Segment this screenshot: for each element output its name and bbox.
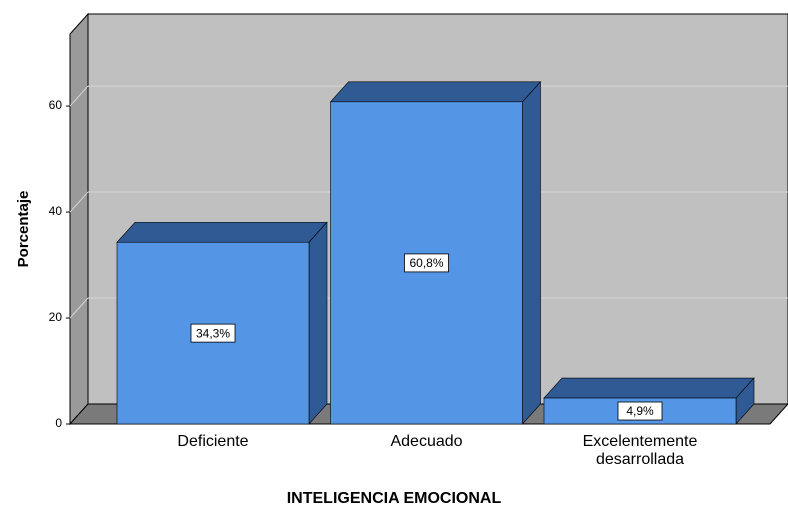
y-tick-label: 40 [49,204,63,218]
y-tick-label: 0 [55,416,62,430]
grid-line [69,297,89,319]
x-tick-label: Deficiente [177,433,249,450]
x-axis-title: INTELIGENCIA EMOCIONAL [286,490,502,507]
y-axis-title: Porcentaje [15,191,32,268]
bar-top [116,221,328,243]
bar-top [329,81,542,103]
y-tick-label: 20 [49,310,63,324]
bar-side [522,81,541,425]
value-label: 60,8% [409,256,443,270]
value-label-box [190,323,236,343]
grid-line [69,85,89,107]
y-tick-label: 60 [49,98,63,112]
value-label-box [617,401,663,421]
bar-top [543,377,755,399]
grid-line [69,191,89,213]
bar-side [308,221,328,425]
value-label: 4,9% [626,404,654,418]
left-wall [69,12,89,426]
x-tick-label: Adecuado [390,433,463,450]
value-label-box [404,253,449,273]
value-label: 34,3% [196,326,230,340]
x-tick-label: Excelentemente desarrollada [582,433,698,468]
